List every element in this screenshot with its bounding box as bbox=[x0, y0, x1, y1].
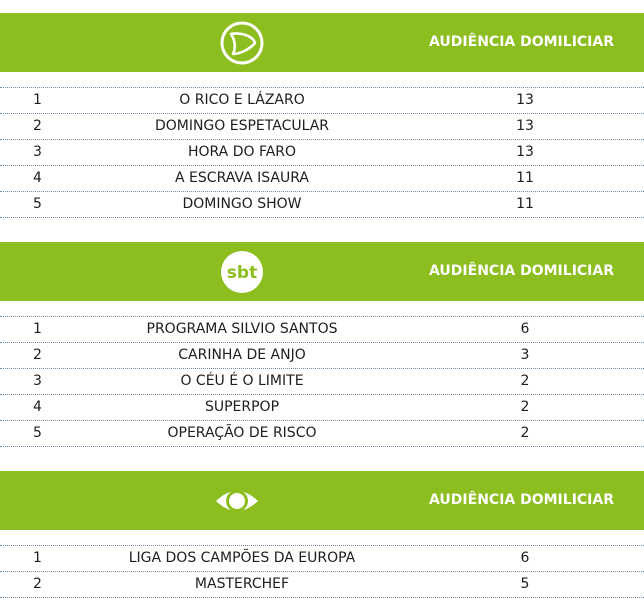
program-name: PROGRAMA SILVIO SANTOS bbox=[146, 321, 338, 337]
sbt-logo-icon: sbt bbox=[221, 251, 263, 293]
audience-value: 13 bbox=[516, 92, 534, 108]
audience-header-label: AUDIÊNCIA DOMILICIAR bbox=[429, 263, 614, 279]
audience-value: 11 bbox=[516, 196, 534, 212]
band-eye-logo-icon bbox=[216, 490, 258, 512]
audience-value: 3 bbox=[520, 347, 530, 363]
sbt-logo-text: sbt bbox=[227, 263, 257, 283]
table-row: 4 SUPERPOP 2 bbox=[0, 394, 644, 420]
table-row: 1 PROGRAMA SILVIO SANTOS 6 bbox=[0, 316, 644, 342]
audience-value: 6 bbox=[520, 321, 530, 337]
program-name: DOMINGO ESPETACULAR bbox=[154, 118, 330, 134]
audience-value: 11 bbox=[516, 170, 534, 186]
program-name: OPERAÇÃO DE RISCO bbox=[167, 425, 317, 441]
program-name: A ESCRAVA ISAURA bbox=[175, 170, 309, 186]
rank-number: 2 bbox=[33, 118, 42, 134]
table-row: 2 DOMINGO ESPETACULAR 13 bbox=[0, 113, 644, 139]
rank-number: 4 bbox=[33, 170, 42, 186]
audience-header-label: AUDIÊNCIA DOMILICIAR bbox=[429, 492, 614, 508]
rank-number: 5 bbox=[33, 196, 42, 212]
table-row: 1 O RICO E LÁZARO 13 bbox=[0, 87, 644, 113]
audience-value: 2 bbox=[520, 425, 530, 441]
audience-value: 13 bbox=[516, 144, 534, 160]
table-row: 4 A ESCRAVA ISAURA 11 bbox=[0, 165, 644, 191]
audience-header-label: AUDIÊNCIA DOMILICIAR bbox=[429, 34, 614, 50]
audience-value: 13 bbox=[516, 118, 534, 134]
program-name: LIGA DOS CAMPÕES DA EUROPA bbox=[128, 550, 356, 566]
rank-number: 2 bbox=[33, 576, 42, 592]
table-row: 2 CARINHA DE ANJO 3 bbox=[0, 342, 644, 368]
rank-number: 3 bbox=[33, 144, 42, 160]
program-name: CARINHA DE ANJO bbox=[178, 347, 306, 363]
ranking-list: 1 O RICO E LÁZARO 13 2 DOMINGO ESPETACUL… bbox=[0, 87, 644, 218]
audience-value: 6 bbox=[520, 550, 530, 566]
record-tv-logo-icon bbox=[220, 21, 264, 65]
rank-number: 1 bbox=[33, 321, 42, 337]
program-name: O RICO E LÁZARO bbox=[179, 92, 305, 108]
table-row: 5 DOMINGO SHOW 11 bbox=[0, 191, 644, 218]
rank-number: 1 bbox=[33, 92, 42, 108]
rank-number: 4 bbox=[33, 399, 42, 415]
program-name: MASTERCHEF bbox=[194, 576, 290, 592]
table-row: 3 HORA DO FARO 13 bbox=[0, 139, 644, 165]
channel-header: sbt AUDIÊNCIA DOMILICIAR bbox=[0, 242, 644, 301]
table-row: 1 LIGA DOS CAMPÕES DA EUROPA 6 bbox=[0, 545, 644, 571]
rank-number: 5 bbox=[33, 425, 42, 441]
channel-header: AUDIÊNCIA DOMILICIAR bbox=[0, 471, 644, 530]
ranking-list: 1 PROGRAMA SILVIO SANTOS 6 2 CARINHA DE … bbox=[0, 316, 644, 447]
table-row: 2 MASTERCHEF 5 bbox=[0, 571, 644, 598]
audience-value: 5 bbox=[520, 576, 530, 592]
program-name: O CÉU É O LIMITE bbox=[180, 373, 304, 389]
rank-number: 1 bbox=[33, 550, 42, 566]
table-row: 5 OPERAÇÃO DE RISCO 2 bbox=[0, 420, 644, 447]
audience-value: 2 bbox=[520, 373, 530, 389]
rank-number: 2 bbox=[33, 347, 42, 363]
channel-header: AUDIÊNCIA DOMILICIAR bbox=[0, 13, 644, 72]
program-name: DOMINGO SHOW bbox=[182, 196, 302, 212]
program-name: HORA DO FARO bbox=[187, 144, 297, 160]
rank-number: 3 bbox=[33, 373, 42, 389]
audience-value: 2 bbox=[520, 399, 530, 415]
program-name: SUPERPOP bbox=[204, 399, 280, 415]
ranking-list: 1 LIGA DOS CAMPÕES DA EUROPA 6 2 MASTERC… bbox=[0, 545, 644, 598]
table-row: 3 O CÉU É O LIMITE 2 bbox=[0, 368, 644, 394]
